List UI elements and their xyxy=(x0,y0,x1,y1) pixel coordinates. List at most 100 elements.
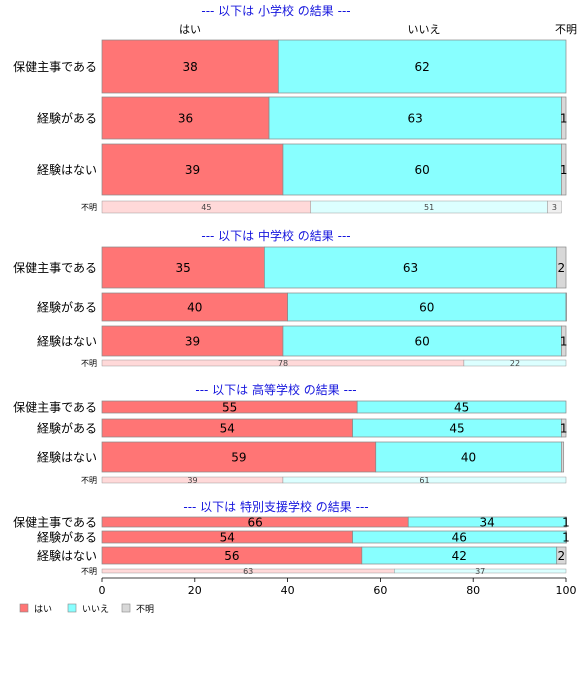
panel-4-row-1-bar-unknown xyxy=(565,516,567,528)
panel-4-row-3-value-unknown: 2 xyxy=(558,549,566,563)
panel-3-row-3-bar-no xyxy=(375,441,562,473)
legend-swatch-no xyxy=(67,603,77,613)
x-tick-label-60: 60 xyxy=(373,584,387,597)
panel-3-row-2-value-yes: 54 xyxy=(220,421,235,435)
panel-2-row-2-bar-yes xyxy=(101,292,288,322)
panel-2-row-2-bar-unknown xyxy=(565,292,567,322)
panel-4-row-1-value-no: 34 xyxy=(479,515,494,529)
panel-3-row-1-bar-no xyxy=(356,400,567,414)
panel-4-row-3-value-yes: 56 xyxy=(224,549,239,563)
panel-title-3: --- 以下は 高等学校 の結果 --- xyxy=(195,382,356,397)
panel-2-row-3-value-no: 60 xyxy=(415,334,430,348)
panel-2-row-1-value-yes: 35 xyxy=(176,261,191,275)
panel-2-row-3-value-yes: 39 xyxy=(185,334,200,348)
panel-3-row-1-value-yes: 55 xyxy=(222,400,237,414)
panel-1-row-2-bar-no xyxy=(268,96,562,140)
panel-4-row-2-bar-unknown xyxy=(565,530,567,544)
panel-3-unknown-row-value-yes: 39 xyxy=(187,476,197,485)
x-tick-label-100: 100 xyxy=(556,584,577,597)
x-tick-label-20: 20 xyxy=(188,584,202,597)
panel-2-row-3-label: 経験はない xyxy=(37,334,97,349)
panel-4-unknown-row-label: 不明 xyxy=(81,567,97,576)
panel-4-row-1-value-unknown: 1 xyxy=(562,515,570,529)
panel-2-row-1-label: 保健主事である xyxy=(13,261,97,275)
legend-swatch-unknown xyxy=(121,603,131,613)
panel-4-unknown-row-bar-no xyxy=(394,568,567,574)
panel-2-unknown-row-value-no: 22 xyxy=(510,359,520,368)
panel-2-row-3-bar-unknown xyxy=(561,325,567,357)
panel-2-row-2-label: 経験がある xyxy=(37,300,97,315)
panel-1-row-3-label: 経験はない xyxy=(37,162,97,177)
panel-1-row-3-value-no: 60 xyxy=(415,163,430,177)
legend-label-yes: はい xyxy=(34,604,52,615)
panel-1-row-3-value-yes: 39 xyxy=(185,163,200,177)
panel-1-row-1-value-no: 62 xyxy=(415,60,430,74)
panel-3-row-3-value-no: 40 xyxy=(461,450,476,464)
panel-2-row-3-bar-yes xyxy=(101,325,284,357)
panel-1-row-2-value-no: 63 xyxy=(408,111,423,125)
panel-1-unknown-row-label: 不明 xyxy=(81,203,97,212)
panel-1-row-1-bar-yes xyxy=(101,39,279,94)
panel-4-row-3-value-no: 42 xyxy=(452,549,467,563)
panel-2-unknown-row-label: 不明 xyxy=(81,359,97,368)
panel-3-unknown-row-bar-no xyxy=(282,476,567,484)
panel-3-row-2-value-unknown: 1 xyxy=(560,421,568,435)
panel-1-row-1-label: 保健主事である xyxy=(13,60,97,74)
panel-2-row-3-value-unknown: 1 xyxy=(560,334,568,348)
panel-3-row-2-value-no: 45 xyxy=(449,421,464,435)
panel-1-unknown-row-bar-unknown xyxy=(547,200,562,214)
panel-1-unknown-row-value-yes: 45 xyxy=(201,203,211,212)
panel-2-row-1-value-no: 63 xyxy=(403,261,418,275)
panel-1-row-3-value-unknown: 1 xyxy=(560,163,568,177)
panel-4-row-3-label: 経験はない xyxy=(37,548,97,563)
panel-title-4: --- 以下は 特別支援学校 の結果 --- xyxy=(183,499,368,514)
panel-1-row-2-value-yes: 36 xyxy=(178,111,193,125)
legend-swatch-yes xyxy=(19,603,29,613)
panel-title-2: --- 以下は 中学校 の結果 --- xyxy=(201,228,350,243)
panel-1-row-3-bar-no xyxy=(282,143,562,196)
panel-1-row-2-bar-unknown xyxy=(561,96,567,140)
panel-4-row-2-value-no: 46 xyxy=(452,530,467,544)
panel-2-row-1-bar-no xyxy=(264,246,558,289)
panel-2-row-2-value-no: 60 xyxy=(419,300,434,314)
x-tick-label-80: 80 xyxy=(466,584,480,597)
panel-1-row-1-value-yes: 38 xyxy=(183,60,198,74)
panel-3-row-2-bar-unknown xyxy=(561,418,567,438)
panel-2-row-1-value-unknown: 2 xyxy=(558,261,566,275)
panel-1-unknown-row-value-no: 51 xyxy=(424,203,434,212)
panel-4-row-3-bar-unknown xyxy=(556,546,567,565)
panel-2-row-2-bar-no xyxy=(287,292,567,322)
legend-label-no: いいえ xyxy=(82,604,109,615)
column-label-yes: はい xyxy=(179,23,201,36)
panel-3-row-1-label: 保健主事である xyxy=(13,401,97,415)
panel-4-unknown-row-value-yes: 63 xyxy=(243,567,253,576)
panel-4-row-2-value-unknown: 1 xyxy=(562,530,570,544)
x-tick-label-40: 40 xyxy=(281,584,295,597)
panel-1-row-2-bar-yes xyxy=(101,96,270,140)
column-label-no: いいえ xyxy=(408,23,441,36)
panel-3-row-3-label: 経験はない xyxy=(37,450,97,465)
panel-2-row-3-bar-no xyxy=(282,325,562,357)
panel-3-unknown-row-label: 不明 xyxy=(81,476,97,485)
panel-2-unknown-row-bar-no xyxy=(463,359,567,367)
panel-4-row-1-label: 保健主事である xyxy=(13,516,97,530)
panel-1-row-3-bar-yes xyxy=(101,143,284,196)
x-tick-label-0: 0 xyxy=(99,584,106,597)
panel-4-row-1-value-yes: 66 xyxy=(247,515,262,529)
panel-3-unknown-row-value-no: 61 xyxy=(419,476,429,485)
column-label-unknown: 不明 xyxy=(555,23,577,36)
panel-4-row-2-label: 経験がある xyxy=(37,530,97,545)
panel-3-row-2-label: 経験がある xyxy=(37,421,97,436)
panel-1-unknown-row-value-unknown: 3 xyxy=(552,203,557,212)
panel-1-row-3-bar-unknown xyxy=(561,143,567,196)
panel-4-unknown-row-value-no: 37 xyxy=(475,567,485,576)
panel-1-row-2-value-unknown: 1 xyxy=(560,111,568,125)
panel-2-row-1-bar-unknown xyxy=(556,246,567,289)
panel-4-row-2-value-yes: 54 xyxy=(220,530,235,544)
panel-1-row-2-label: 経験がある xyxy=(37,111,97,126)
panel-title-1: --- 以下は 小学校 の結果 --- xyxy=(201,3,350,18)
panel-1-row-1-bar-no xyxy=(277,39,567,94)
panel-3-row-3-bar-yes xyxy=(101,441,377,473)
